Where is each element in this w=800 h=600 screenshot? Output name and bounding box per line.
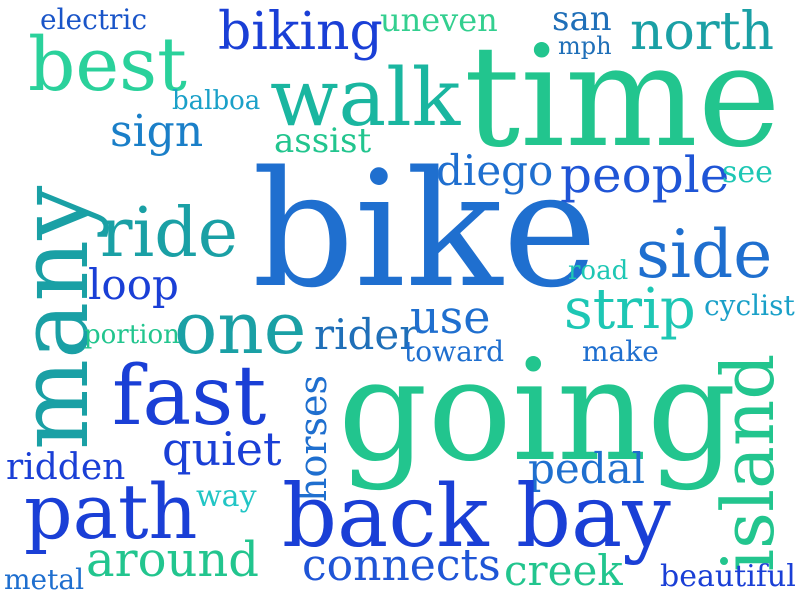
word-cyclist: cyclist xyxy=(704,289,795,322)
word-path: path xyxy=(24,467,198,556)
word-many: many xyxy=(0,185,110,450)
word-san: san xyxy=(552,0,612,39)
word-walk: walk xyxy=(270,51,461,144)
word-best: best xyxy=(28,22,187,108)
word-electric: electric xyxy=(40,3,148,36)
word-around: around xyxy=(86,532,260,588)
word-bike: bike xyxy=(252,136,598,323)
word-biking: biking xyxy=(218,2,383,62)
word-loop: loop xyxy=(88,260,179,309)
word-back-bay: back bay xyxy=(282,467,671,567)
word-rider: rider xyxy=(314,310,420,359)
word-north: north xyxy=(630,2,775,62)
word-pedal: pedal xyxy=(528,444,646,493)
word-road: road xyxy=(568,256,629,286)
word-make: make xyxy=(582,335,659,368)
word-time: time xyxy=(464,16,781,179)
word-people: people xyxy=(560,146,730,204)
word-side: side xyxy=(636,216,773,293)
word-portion: portion xyxy=(84,320,180,350)
word-metal: metal xyxy=(4,563,85,596)
word-creek: creek xyxy=(504,546,623,595)
word-mph: mph xyxy=(558,32,612,60)
word-diego: diego xyxy=(436,146,554,195)
word-connects: connects xyxy=(302,540,501,591)
word-quiet: quiet xyxy=(162,422,282,476)
word-one: one xyxy=(174,286,307,370)
word-toward: toward xyxy=(404,335,505,368)
word-uneven: uneven xyxy=(380,1,498,39)
word-ride: ride xyxy=(100,194,239,273)
word-fast: fast xyxy=(112,349,267,444)
word-beautiful: beautiful xyxy=(660,559,796,594)
word-going: going xyxy=(338,330,737,493)
word-balboa: balboa xyxy=(172,86,261,116)
word-ridden: ridden xyxy=(6,447,126,488)
word-strip: strip xyxy=(564,277,696,342)
word-use: use xyxy=(410,290,491,344)
word-sign: sign xyxy=(110,106,204,157)
word-see: see xyxy=(722,155,773,190)
word-way: way xyxy=(196,479,257,514)
word-assist: assist xyxy=(274,121,372,161)
